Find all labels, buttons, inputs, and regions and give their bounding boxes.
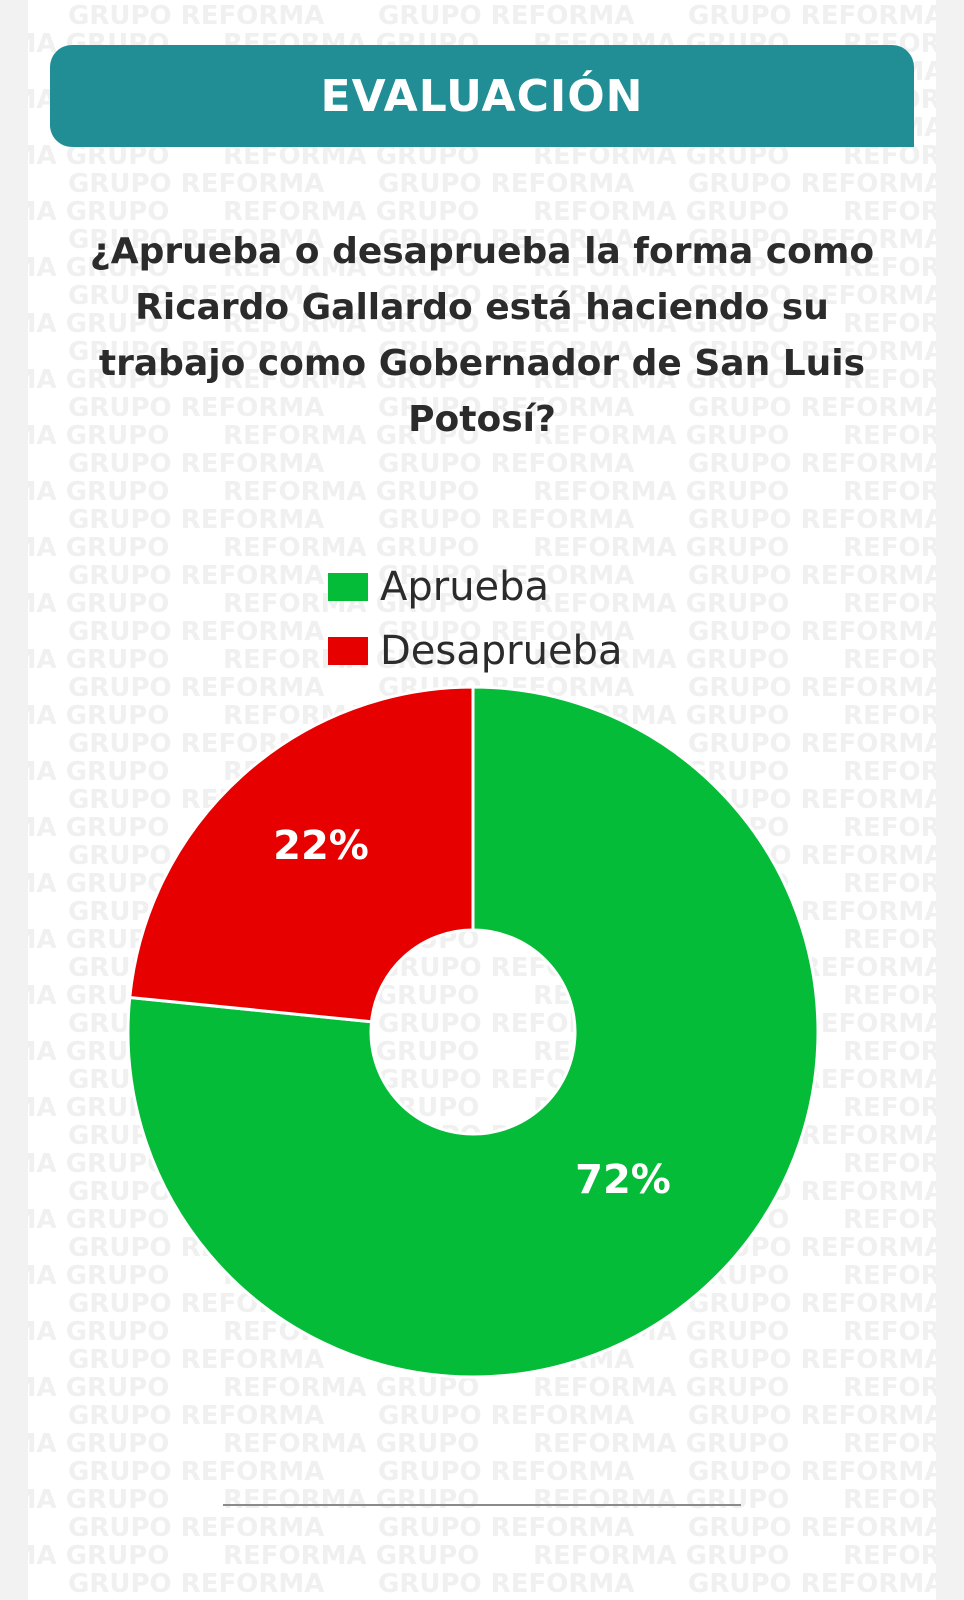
legend-label-aprueba: Aprueba [380,564,550,610]
pie-slice-aprueba [126,685,820,1379]
legend-item-desaprueba: Desaprueba [328,619,728,683]
pie-slice-desaprueba [128,685,475,1024]
data-label-aprueba: 72% [575,1157,671,1203]
legend-item-aprueba: Aprueba [328,555,728,619]
footer-divider [223,1504,741,1506]
header-title: EVALUACIÓN [320,70,644,122]
legend-label-desaprueba: Desaprueba [380,628,623,674]
legend-swatch-desaprueba [328,637,368,665]
survey-question: ¿Aprueba o desaprueba la forma como Rica… [89,231,875,440]
data-label-desaprueba: 22% [273,823,369,869]
donut-chart: 72% 22% [126,685,820,1379]
chart-legend: Aprueba Desaprueba [328,555,728,683]
infographic-page: GRUPO REFORMA REFORMA GRUPO REFORMA GRUP… [28,0,936,1600]
legend-swatch-aprueba [328,573,368,601]
header-bar: EVALUACIÓN [50,45,914,147]
